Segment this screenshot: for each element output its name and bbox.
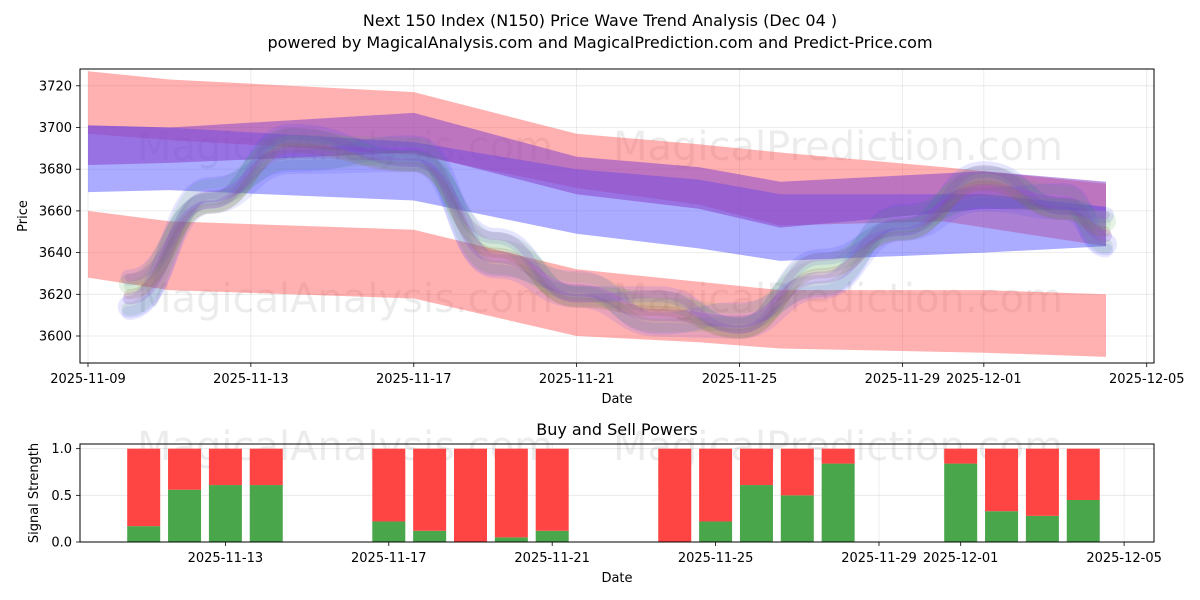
price-y-tick-label: 3640: [39, 246, 72, 261]
signal-plot-frame: [79, 443, 1155, 543]
buy-bar: [208, 485, 242, 542]
price-x-tick-label: 2025-11-13: [213, 372, 289, 387]
price-y-axis-label: Price: [16, 200, 31, 232]
signal-chart-title: Buy and Sell Powers: [536, 420, 698, 439]
chart-title: Next 150 Index (N150) Price Wave Trend A…: [363, 11, 837, 30]
price-y-tick-label: 3600: [39, 330, 72, 345]
signal-bars: [127, 448, 1100, 542]
watermark-left-bottom: MagicalAnalysis.com: [137, 276, 553, 322]
sell-bar: [944, 448, 978, 464]
sell-bar: [372, 448, 406, 522]
sell-bar: [168, 448, 202, 490]
price-plot-area: [80, 69, 1154, 363]
price-y-ticks: 3600 3620 3640 3660 3680 3700 3720: [39, 79, 80, 345]
buy-bar: [372, 521, 406, 542]
price-x-tick-label: 2025-11-21: [539, 372, 615, 387]
price-chart: MagicalAnalysis.com MagicalPrediction.co…: [16, 68, 1185, 407]
buy-bar: [249, 485, 283, 542]
sell-bar: [1025, 448, 1059, 516]
signal-x-tick-label: 2025-12-01: [923, 551, 999, 566]
price-wave-2: [121, 158, 1113, 339]
sell-bar: [985, 448, 1019, 512]
sell-bar: [208, 448, 242, 486]
price-wave-1: [120, 123, 1114, 334]
signal-y-axis-label: Signal Strength: [27, 443, 42, 543]
buy-bar: [494, 537, 528, 542]
signal-y-ticks: 0.0 0.5 1.0: [51, 442, 80, 551]
watermark-right-top: MagicalPrediction.com: [613, 124, 1063, 170]
price-x-tick-label: 2025-12-05: [1109, 372, 1185, 387]
buy-bar: [780, 495, 814, 542]
price-y-tick-label: 3680: [39, 163, 72, 178]
price-wave-7: [123, 143, 1111, 339]
signal-x-tick-label: 2025-11-17: [351, 551, 427, 566]
price-wave-8: [124, 127, 1110, 334]
buy-bar: [535, 530, 569, 542]
signal-chart: Buy and Sell Powers MagicalAnalysis.com …: [27, 420, 1162, 586]
price-y-tick-label: 3700: [39, 121, 72, 136]
sell-bar: [780, 448, 814, 496]
price-wave-5: [123, 135, 1111, 314]
chart-subtitle: powered by MagicalAnalysis.com and Magic…: [267, 33, 932, 52]
sell-bar: [494, 448, 528, 538]
price-x-tick-label: 2025-11-09: [50, 372, 126, 387]
price-band-purple-3: [88, 112, 1106, 228]
price-y-tick-label: 3620: [39, 288, 72, 303]
sell-bar: [454, 448, 487, 542]
sell-bar: [535, 448, 569, 531]
price-y-tick-label: 3660: [39, 204, 72, 219]
signal-x-tick-label: 2025-12-05: [1086, 551, 1162, 566]
buy-bar: [168, 489, 202, 542]
sell-bar: [413, 448, 447, 531]
sell-bar: [821, 448, 855, 464]
buy-bar: [985, 511, 1019, 542]
sell-bar: [739, 448, 773, 486]
signal-y-tick-label: 1.0: [51, 442, 72, 457]
buy-bar: [1025, 515, 1059, 542]
price-y-tick-label: 3720: [39, 79, 72, 94]
price-band-red-1: [88, 210, 1106, 357]
signal-x-tick-label: 2025-11-13: [188, 551, 264, 566]
sell-bar: [699, 448, 733, 522]
sell-bar: [1066, 448, 1100, 500]
sell-bar: [249, 448, 283, 486]
price-bands: [88, 71, 1106, 357]
price-x-axis-label: Date: [601, 392, 632, 407]
price-wave-0: [117, 135, 1117, 335]
price-x-tick-label: 2025-11-25: [702, 372, 778, 387]
buy-bar: [699, 521, 733, 542]
buy-bar: [1066, 500, 1100, 542]
watermark-right-bottom: MagicalPrediction.com: [613, 276, 1063, 322]
price-plot-frame: [79, 68, 1155, 364]
price-wave-4: [121, 149, 1113, 333]
price-wave-3: [118, 127, 1116, 338]
price-x-tick-label: 2025-11-17: [376, 372, 452, 387]
sell-bar: [127, 448, 161, 527]
sell-bar: [658, 448, 692, 542]
price-x-tick-label: 2025-12-01: [946, 372, 1022, 387]
signal-x-tick-label: 2025-11-25: [678, 551, 754, 566]
buy-bar: [739, 485, 773, 542]
signal-x-ticks: 2025-11-13 2025-11-17 2025-11-21 2025-11-25…: [188, 542, 1162, 566]
signal-y-tick-label: 0.0: [51, 536, 72, 551]
signal-x-tick-label: 2025-11-21: [514, 551, 590, 566]
buy-bar: [944, 463, 978, 542]
price-waves: [117, 123, 1117, 339]
signal-y-tick-label: 0.5: [51, 489, 72, 504]
buy-bar: [821, 463, 855, 542]
price-wave-6: [122, 146, 1112, 328]
price-x-ticks: 2025-11-09 2025-11-13 2025-11-17 2025-11-21…: [50, 363, 1185, 387]
buy-bar: [413, 530, 447, 542]
buy-bar: [127, 526, 161, 542]
signal-x-tick-label: 2025-11-29: [841, 551, 917, 566]
price-x-tick-label: 2025-11-29: [865, 372, 941, 387]
signal-x-axis-label: Date: [601, 571, 632, 586]
